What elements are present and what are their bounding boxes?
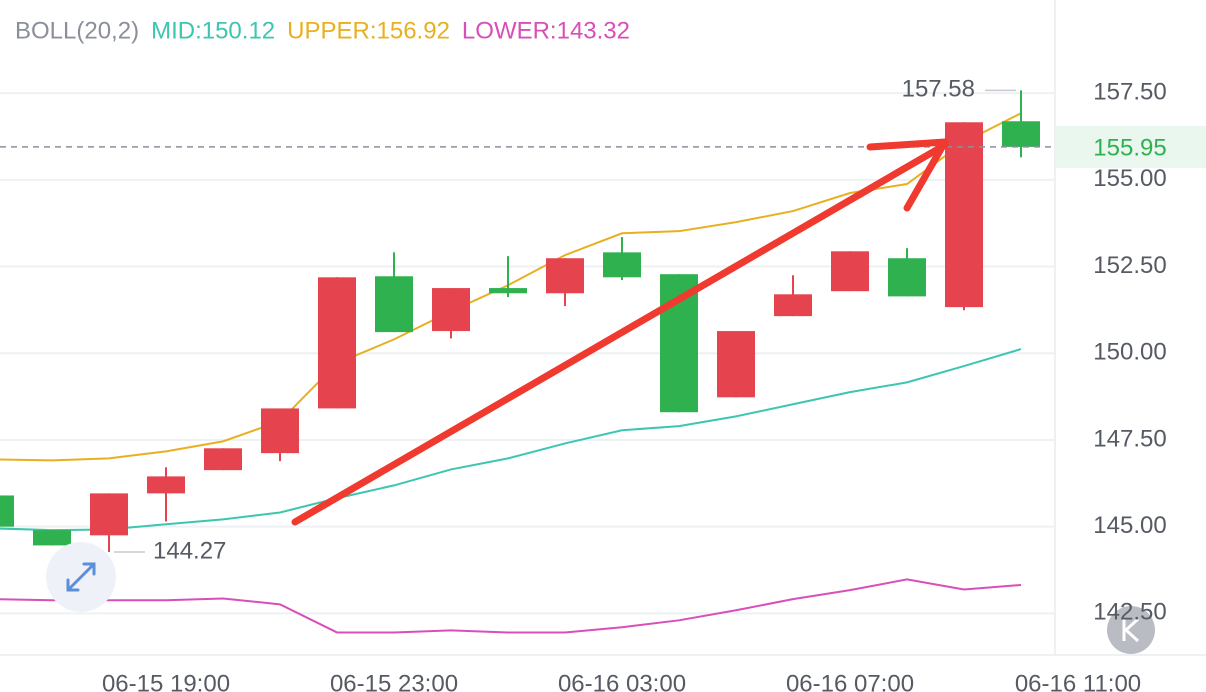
k-badge <box>1107 606 1155 654</box>
y-tick-label: 145.00 <box>1093 512 1166 539</box>
candle-body <box>774 294 812 317</box>
x-tick-label: 06-15 19:00 <box>102 670 230 692</box>
candle-body <box>318 277 356 409</box>
expand-button[interactable] <box>46 542 116 612</box>
k-letter <box>1122 617 1140 643</box>
candle-body <box>90 493 128 536</box>
expand-icon[interactable] <box>66 562 96 592</box>
candle-body <box>375 276 413 333</box>
y-tick-label: 142.50 <box>1093 599 1166 626</box>
last-price-label: 155.95 <box>1093 134 1166 161</box>
y-tick-label: 150.00 <box>1093 339 1166 366</box>
high-marker-label: 157.58 <box>902 76 975 103</box>
candle-body <box>603 252 641 278</box>
trend-arrow <box>291 138 949 526</box>
arrow-shaft <box>291 141 949 526</box>
candle-body <box>546 258 584 294</box>
x-tick-label: 06-16 11:00 <box>1015 670 1141 692</box>
k-watermark <box>1107 606 1155 654</box>
candle-body <box>33 530 71 546</box>
x-tick-label: 06-16 07:00 <box>786 670 914 692</box>
candle-body <box>204 448 242 471</box>
y-tick-label: 147.50 <box>1093 425 1166 452</box>
last-price-badge <box>1056 125 1206 168</box>
arrow-head <box>866 138 949 212</box>
band-line <box>0 578 1022 634</box>
legend-entry: MID:150.12 <box>151 17 275 44</box>
candle-body <box>432 288 470 332</box>
y-tick-label: 157.50 <box>1093 78 1166 105</box>
y-tick-label: 152.50 <box>1093 252 1166 279</box>
low-marker-label: 144.27 <box>153 537 226 564</box>
candle-body <box>0 495 14 527</box>
x-tick-label: 06-15 23:00 <box>330 670 458 692</box>
candle-body <box>147 476 185 494</box>
candle-body <box>489 288 527 294</box>
legend-entry: UPPER:156.92 <box>287 17 450 44</box>
candle-body <box>945 122 983 308</box>
indicator-name: BOLL(20,2) <box>15 17 139 44</box>
candle-body <box>888 258 926 297</box>
grid <box>0 92 1055 615</box>
candle-body <box>261 408 299 454</box>
plot-area: 157.58 144.27 155.95 <box>0 76 1206 634</box>
x-tick-label: 06-16 03:00 <box>558 670 686 692</box>
candle-body <box>717 331 755 398</box>
legend-entry: LOWER:143.32 <box>462 17 630 44</box>
candle-body <box>1002 121 1040 147</box>
band-line <box>0 348 1022 532</box>
y-tick-label: 155.00 <box>1093 165 1166 192</box>
candle-body <box>831 251 869 292</box>
legend: MID:150.12 UPPER:156.92 LOWER:143.32 <box>151 17 630 44</box>
